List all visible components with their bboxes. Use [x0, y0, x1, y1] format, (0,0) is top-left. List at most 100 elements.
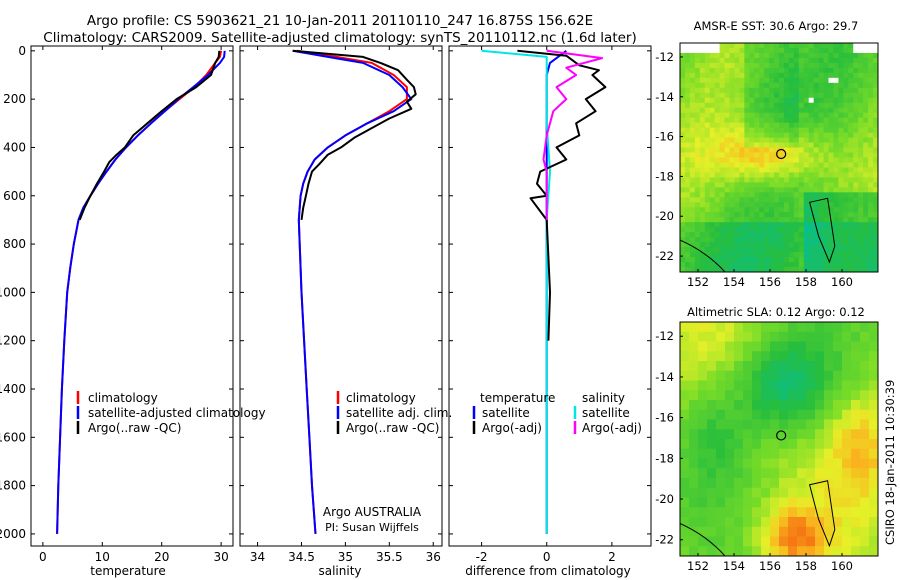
heatmap-cell: [729, 212, 736, 218]
heatmap-cell: [749, 82, 755, 89]
heatmap-cell: [774, 82, 780, 89]
heatmap-cell: [863, 77, 869, 84]
heatmap-cell: [709, 117, 716, 124]
heatmap-cell: [873, 242, 878, 248]
heatmap-cell: [761, 331, 771, 343]
heatmap-cell: [709, 162, 716, 169]
heatmap-cell: [743, 546, 753, 556]
heatmap-cell: [869, 526, 878, 538]
heatmap-cell: [699, 127, 706, 134]
heatmap-cell: [797, 322, 807, 333]
heatmap-cell: [698, 448, 708, 460]
heatmap-cell: [689, 117, 696, 124]
heatmap-cell: [724, 77, 731, 84]
heatmap-cell: [818, 187, 825, 193]
heatmap-cell: [842, 487, 852, 499]
x-axes: 0 10 20 30 34 34.5 35 35.5 36 -2 0 2: [39, 46, 616, 564]
heatmap-cell: [873, 77, 878, 84]
heatmap-cell: [744, 207, 750, 213]
heatmap-cell: [833, 341, 843, 352]
heatmap-cell: [833, 257, 839, 263]
heatmap-cell: [798, 67, 805, 74]
heatmap-cell: [709, 62, 716, 69]
heatmap-cell: [788, 341, 798, 352]
heatmap-cell: [853, 202, 859, 208]
heatmap-cell: [803, 77, 810, 84]
heatmap-cell: [759, 227, 765, 233]
lat-tick-label: -18: [655, 169, 674, 183]
heatmap-cell: [858, 182, 864, 188]
heatmap-cell: [704, 47, 711, 54]
heatmap-cell: [749, 242, 755, 248]
heatmap-cell: [770, 458, 780, 469]
heatmap-cell: [783, 262, 790, 268]
heatmap-cell: [858, 52, 864, 59]
heatmap-cell: [743, 351, 753, 362]
heatmap-cell: [798, 252, 805, 258]
heatmap-cell: [848, 252, 854, 258]
heatmap-cell: [783, 162, 790, 169]
heatmap-cell: [689, 82, 696, 89]
heatmap-cell: [774, 67, 780, 74]
heatmap-cell: [684, 117, 691, 124]
heatmap-cell: [680, 72, 686, 79]
heatmap-cell: [724, 137, 731, 144]
heatmap-cell: [843, 267, 849, 272]
heatmap-cell: [823, 227, 830, 233]
heatmap-cell: [759, 152, 765, 159]
heatmap-cell: [716, 370, 726, 382]
heatmap-cell: [848, 152, 854, 159]
heatmap-cell: [853, 117, 859, 124]
heatmap-cell: [793, 202, 800, 208]
heatmap-cell: [863, 127, 869, 134]
heatmap-cell: [815, 361, 825, 372]
heatmap-cell: [770, 390, 780, 401]
heatmap-cell: [803, 92, 810, 99]
heatmap-cell: [680, 517, 690, 528]
heatmap-cell: [699, 87, 706, 94]
heatmap-cell: [770, 536, 780, 547]
heatmap-cell: [684, 247, 691, 253]
heatmap-cell: [769, 247, 775, 253]
heatmap-cell: [774, 47, 780, 54]
heatmap-cell: [779, 257, 785, 263]
heatmap-cell: [868, 237, 874, 243]
heatmap-cell: [783, 202, 790, 208]
heatmap-cell: [699, 122, 706, 129]
x-tick-label: 0: [543, 550, 551, 564]
heatmap-cell: [783, 72, 790, 79]
heatmap-cell: [779, 132, 785, 139]
heatmap-cell: [694, 157, 701, 164]
heatmap-cell: [729, 167, 736, 174]
heatmap-cell: [793, 77, 800, 84]
heatmap-cell: [838, 52, 844, 59]
heatmap-cell: [797, 429, 807, 440]
heatmap-cell: [743, 341, 753, 352]
lon-tick-label: 152: [687, 559, 709, 573]
heatmap-cell: [808, 72, 815, 79]
heatmap-cell: [873, 147, 878, 154]
heatmap-cell: [719, 72, 726, 79]
heatmap-cell: [734, 227, 740, 233]
heatmap-cell: [823, 137, 830, 144]
heatmap-cell: [729, 147, 736, 154]
heatmap-cell: [869, 546, 878, 556]
heatmap-cell: [719, 192, 726, 198]
heatmap-cell: [853, 262, 859, 268]
heatmap-cell: [803, 252, 810, 258]
heatmap-cell: [828, 142, 835, 149]
heatmap-cell: [680, 400, 690, 411]
heatmap-cell: [838, 97, 844, 104]
heatmap-cell: [754, 167, 760, 174]
heatmap-cell: [788, 242, 795, 248]
heatmap-cell: [770, 429, 780, 440]
heatmap-cell: [828, 137, 835, 144]
heatmap-cell: [873, 207, 878, 213]
heatmap-cell: [833, 87, 839, 94]
heatmap-cell: [823, 57, 830, 64]
heatmap-cell: [764, 122, 770, 129]
heatmap-cell: [725, 507, 735, 518]
heatmap-cell: [744, 52, 750, 59]
heatmap-cell: [752, 331, 762, 343]
